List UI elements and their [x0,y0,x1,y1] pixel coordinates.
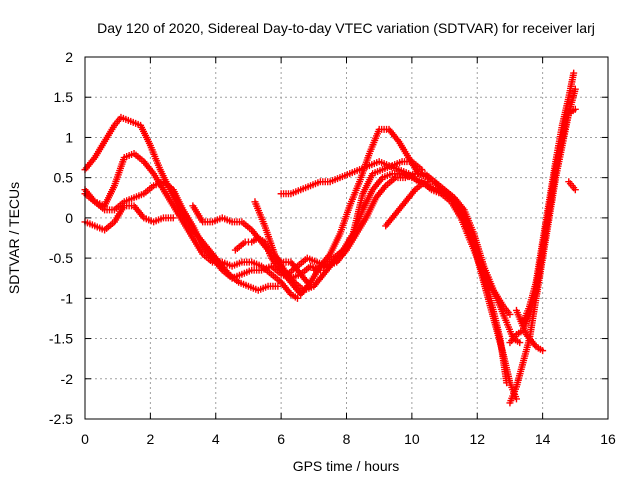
series-trace-c [81,178,324,282]
x-tick-label: 10 [404,431,420,447]
y-axis-label: SDTVAR / TECUs [6,182,22,294]
x-tick-label: 2 [146,431,154,447]
x-tick-label: 6 [277,431,285,447]
x-axis-label: GPS time / hours [293,458,400,474]
y-tick-label: -2.5 [49,411,73,427]
y-tick-label: -2 [61,371,74,387]
data-point [274,282,282,290]
y-tick-label: -0.5 [49,250,73,266]
data-point [293,294,301,302]
data-point [571,85,579,93]
series-trace-k [382,178,514,318]
y-tick-label: 0.5 [54,170,74,186]
grid [85,57,608,419]
y-tick-label: 1.5 [54,89,74,105]
series-trace-h [277,158,524,347]
data-point [503,379,511,387]
data-point [418,166,426,174]
x-tick-label: 16 [600,431,616,447]
x-tick-labels: 0 2 4 6 8 10 12 14 16 [81,431,616,447]
chart-title: Day 120 of 2020, Sidereal Day-to-day VTE… [97,20,595,36]
x-tick-label: 12 [469,431,485,447]
series-trace-n [519,69,578,326]
y-tick-label: 1 [65,129,73,145]
y-tick-label: 0 [65,210,73,226]
series-trace-p [565,178,579,194]
data-point [570,69,578,77]
data-point [539,347,547,355]
x-tick-label: 14 [535,431,551,447]
x-tick-label: 4 [212,431,220,447]
y-tick-label: -1 [61,290,74,306]
x-tick-label: 0 [81,431,89,447]
ticks [84,56,609,420]
y-tick-label: 2 [65,49,73,65]
data-point [571,186,579,194]
y-tick-labels: -2.5 -2 -1.5 -1 -0.5 0 0.5 1 1.5 2 [49,49,73,427]
x-tick-label: 8 [343,431,351,447]
y-tick-label: -1.5 [49,331,73,347]
series-trace-d [81,202,177,234]
data-point [516,339,524,347]
series-trace-o [512,306,547,355]
data-point [506,310,514,318]
data-point [169,214,177,222]
series-trace-j [310,170,511,387]
data-markers [81,69,579,407]
